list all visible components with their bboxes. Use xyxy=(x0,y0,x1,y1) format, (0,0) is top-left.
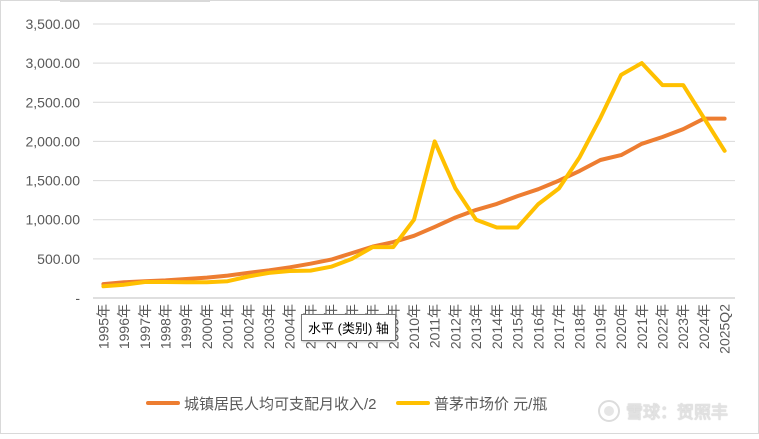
x-tick-label: 2018年 xyxy=(572,304,588,349)
legend-label-0: 城镇居民人均可支配月收入/2 xyxy=(184,396,377,413)
x-tick-label: 1998年 xyxy=(157,304,173,349)
x-tick-label: 2015年 xyxy=(510,304,526,349)
x-tick-label: 2021年 xyxy=(634,304,650,349)
y-axis-tick-labels: - 500.00 1,000.00 1,500.00 2,000.00 2,500.00 3… xyxy=(26,16,81,306)
y-tick-label: 1,000.00 xyxy=(26,212,81,228)
series-lines xyxy=(103,63,724,286)
x-tick-label: 2024年 xyxy=(696,304,712,349)
x-tick-label: 2025Q2 xyxy=(717,304,733,354)
x-tick-label: 2003年 xyxy=(261,304,277,349)
chart-border-left xyxy=(0,0,1,434)
x-tick-label: 2013年 xyxy=(468,304,484,349)
x-tick-label: 2001年 xyxy=(220,304,236,349)
x-tick-label: 2002年 xyxy=(240,304,256,349)
y-tick-label: 3,000.00 xyxy=(26,55,81,71)
x-tick-label: 2012年 xyxy=(447,304,463,349)
y-tick-label: 2,000.00 xyxy=(26,133,81,149)
watermark-text: 雪球：贺照丰 xyxy=(626,398,728,423)
x-tick-label: 2022年 xyxy=(655,304,671,349)
x-tick-label: 1999年 xyxy=(178,304,194,349)
y-tick-label: 3,500.00 xyxy=(26,16,81,32)
watermark: 雪球：贺照丰 xyxy=(598,398,728,423)
x-tick-label: 1995年 xyxy=(95,304,111,349)
x-tick-label: 2017年 xyxy=(551,304,567,349)
y-tick-label: 2,500.00 xyxy=(26,94,81,110)
legend-label-1: 普茅市场价 元/瓶 xyxy=(434,396,547,413)
x-tick-label: 2010年 xyxy=(406,304,422,349)
x-tick-label: 1996年 xyxy=(116,304,132,349)
x-tick-label: 2023年 xyxy=(675,304,691,349)
x-tick-label: 1997年 xyxy=(137,304,153,349)
y-tick-label: 500.00 xyxy=(37,251,80,267)
axis-tooltip: 水平 (类别) 轴 xyxy=(301,314,396,341)
y-tick-label: - xyxy=(75,290,80,306)
snowball-logo-icon xyxy=(598,400,620,422)
x-tick-label: 2014年 xyxy=(489,304,505,349)
series-line-1 xyxy=(103,63,724,286)
x-tick-label: 2016年 xyxy=(530,304,546,349)
legend: 城镇居民人均可支配月收入/2 普茅市场价 元/瓶 xyxy=(148,396,547,413)
x-tick-label: 2019年 xyxy=(592,304,608,349)
x-tick-label: 2000年 xyxy=(199,304,215,349)
selection-handle xyxy=(60,0,210,2)
x-tick-label: 2004年 xyxy=(282,304,298,349)
x-tick-label: 2011年 xyxy=(427,304,443,348)
y-tick-label: 1,500.00 xyxy=(26,173,81,189)
x-tick-label: 2020年 xyxy=(613,304,629,349)
